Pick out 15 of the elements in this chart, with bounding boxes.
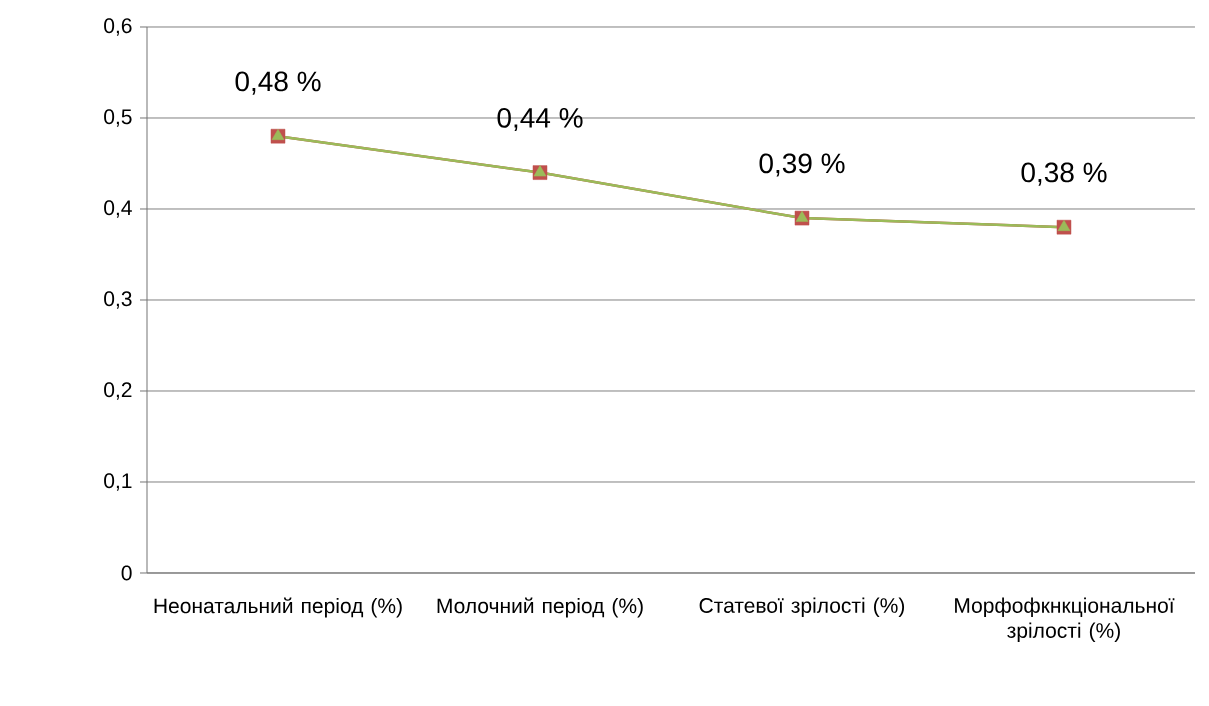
data-label: 0,48 % xyxy=(235,71,321,95)
x-tick-label: Молочний період (%) xyxy=(437,597,643,618)
y-tick-label: 0,2 xyxy=(104,382,132,400)
y-tick-label: 0,1 xyxy=(104,473,132,491)
y-tick-label: 0,5 xyxy=(104,109,132,127)
x-tick-label: Статевої зрілості (%) xyxy=(699,597,905,618)
data-label: 0,39 % xyxy=(759,153,845,177)
y-tick-label: 0 xyxy=(121,565,132,581)
y-tick-label: 0,4 xyxy=(104,200,132,218)
data-label: 0,38 % xyxy=(1021,162,1107,186)
x-tick-label: Неонатальний період (%) xyxy=(154,597,402,618)
y-tick-label: 0,6 xyxy=(104,18,132,36)
y-tick-label: 0,3 xyxy=(104,291,132,309)
data-label: 0,44 % xyxy=(497,107,583,132)
x-tick-label: Морфофкнкціональної зрілості (%) xyxy=(955,597,1175,643)
